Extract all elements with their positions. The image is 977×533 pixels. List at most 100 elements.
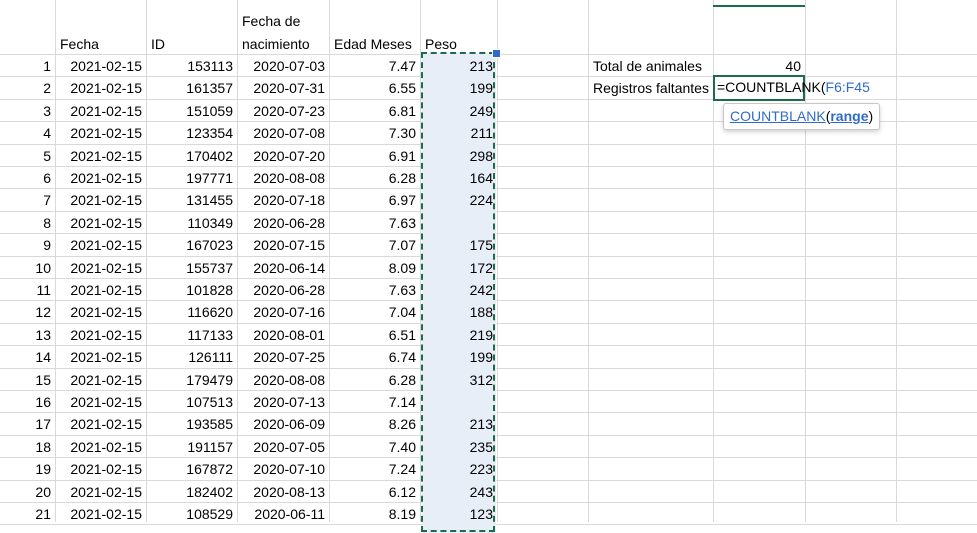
cell-edad-meses[interactable]: 7.40 — [388, 438, 416, 455]
row-number[interactable]: 13 — [35, 326, 51, 343]
cell-peso[interactable]: 242 — [469, 282, 493, 298]
cell-fecha[interactable]: 2021-02-15 — [70, 483, 142, 500]
total-animales-label[interactable]: Total de animales — [593, 58, 702, 74]
cell-edad-meses[interactable]: 6.28 — [388, 170, 416, 186]
row-number[interactable]: 12 — [35, 304, 51, 321]
cell-fecha[interactable]: 2021-02-15 — [70, 237, 142, 254]
cell-nacimiento[interactable]: 2020-07-10 — [253, 461, 325, 478]
cell-edad-meses[interactable]: 6.51 — [388, 326, 416, 343]
cell-edad-meses[interactable]: 6.55 — [388, 80, 416, 97]
cell-edad-meses[interactable]: 6.81 — [388, 102, 416, 119]
cell-peso[interactable]: 213 — [469, 58, 493, 74]
cell-fecha[interactable]: 2021-02-15 — [70, 438, 142, 455]
cell-nacimiento[interactable]: 2020-07-31 — [253, 80, 325, 97]
row-number[interactable]: 6 — [43, 170, 51, 186]
row-number[interactable]: 20 — [35, 483, 51, 500]
row-number[interactable]: 10 — [35, 259, 51, 276]
cell-nacimiento[interactable]: 2020-07-18 — [253, 192, 325, 209]
cell-fecha[interactable]: 2021-02-15 — [70, 349, 142, 366]
cell-peso[interactable]: 188 — [469, 304, 493, 321]
cell-edad-meses[interactable]: 6.74 — [388, 349, 416, 366]
cell-edad-meses[interactable]: 6.12 — [388, 483, 416, 500]
cell-peso[interactable]: 249 — [469, 102, 493, 119]
row-number[interactable]: 4 — [43, 125, 51, 142]
cell-edad-meses[interactable]: 8.09 — [388, 259, 416, 276]
cell-edad-meses[interactable]: 7.04 — [388, 304, 416, 321]
cell-edad-meses[interactable]: 7.30 — [388, 125, 416, 142]
cell-nacimiento[interactable]: 2020-07-16 — [253, 304, 325, 321]
registros-faltantes-label[interactable]: Registros faltantes — [593, 80, 709, 96]
cell-peso[interactable]: 211 — [470, 125, 493, 142]
cell-fecha[interactable]: 2021-02-15 — [70, 192, 142, 209]
cell-id[interactable]: 170402 — [186, 147, 233, 164]
cell-fecha[interactable]: 2021-02-15 — [70, 102, 142, 119]
cell-id[interactable]: 126111 — [188, 349, 233, 366]
cell-nacimiento[interactable]: 2020-07-15 — [253, 237, 325, 254]
cell-nacimiento[interactable]: 2020-07-05 — [253, 438, 325, 455]
row-number[interactable]: 8 — [43, 214, 51, 231]
cell-id[interactable]: 108529 — [186, 506, 233, 522]
cell-id[interactable]: 107513 — [186, 394, 233, 410]
cell-edad-meses[interactable]: 8.26 — [388, 416, 416, 433]
cell-id[interactable]: 101828 — [186, 282, 233, 298]
cell-edad-meses[interactable]: 8.19 — [388, 506, 416, 522]
cell-fecha[interactable]: 2021-02-15 — [70, 80, 142, 97]
row-number[interactable]: 7 — [43, 192, 51, 209]
row-number[interactable]: 1 — [43, 58, 51, 74]
row-number[interactable]: 18 — [35, 438, 51, 455]
cell-fecha[interactable]: 2021-02-15 — [70, 304, 142, 321]
header-nacimiento-line1[interactable]: Fecha de — [242, 13, 301, 29]
cell-id[interactable]: 167872 — [186, 461, 233, 478]
cell-peso[interactable]: 123 — [469, 506, 493, 522]
cell-fecha[interactable]: 2021-02-15 — [70, 461, 142, 478]
row-number[interactable]: 16 — [35, 394, 51, 410]
cell-nacimiento[interactable]: 2020-06-09 — [253, 416, 325, 433]
cell-edad-meses[interactable]: 7.63 — [388, 214, 416, 231]
cell-peso[interactable]: 164 — [469, 170, 493, 186]
cell-edad-meses[interactable]: 6.91 — [388, 147, 416, 164]
cell-nacimiento[interactable]: 2020-07-08 — [253, 125, 325, 142]
cell-id[interactable]: 179479 — [186, 371, 233, 388]
cell-peso[interactable]: 235 — [469, 438, 493, 455]
header-edad-meses[interactable]: Edad Meses — [334, 36, 412, 52]
cell-edad-meses[interactable]: 7.63 — [388, 282, 416, 298]
cell-peso[interactable]: 243 — [469, 483, 493, 500]
cell-fecha[interactable]: 2021-02-15 — [70, 394, 142, 410]
cell-id[interactable]: 197771 — [186, 170, 233, 186]
cell-id[interactable]: 167023 — [186, 237, 233, 254]
cell-peso[interactable]: 213 — [469, 416, 493, 433]
cell-edad-meses[interactable]: 7.47 — [388, 58, 416, 74]
cell-nacimiento[interactable]: 2020-08-01 — [253, 326, 325, 343]
cell-peso[interactable]: 172 — [469, 259, 493, 276]
cell-fecha[interactable]: 2021-02-15 — [70, 282, 142, 298]
cell-nacimiento[interactable]: 2020-06-11 — [254, 506, 325, 522]
cell-fecha[interactable]: 2021-02-15 — [70, 326, 142, 343]
total-animales-value[interactable]: 40 — [785, 58, 801, 74]
cell-peso[interactable]: 298 — [469, 147, 493, 164]
cell-peso[interactable]: 224 — [469, 192, 493, 209]
cell-id[interactable]: 116620 — [187, 304, 233, 321]
cell-nacimiento[interactable]: 2020-07-25 — [253, 349, 325, 366]
cell-fecha[interactable]: 2021-02-15 — [70, 125, 142, 142]
cell-nacimiento[interactable]: 2020-06-28 — [253, 214, 325, 231]
cell-peso[interactable]: 199 — [469, 80, 493, 97]
cell-id[interactable]: 153113 — [187, 58, 233, 74]
cell-peso[interactable]: 199 — [469, 349, 493, 366]
formula-edit-cell[interactable]: =COUNTBLANK(F6:F45 — [713, 75, 870, 101]
cell-nacimiento[interactable]: 2020-06-14 — [253, 259, 325, 276]
cell-id[interactable]: 131455 — [186, 192, 233, 209]
cell-fecha[interactable]: 2021-02-15 — [70, 58, 142, 74]
cell-id[interactable]: 151059 — [186, 102, 233, 119]
selection-handle[interactable] — [492, 49, 501, 58]
row-number[interactable]: 19 — [35, 461, 51, 478]
cell-edad-meses[interactable]: 6.97 — [388, 192, 416, 209]
cell-edad-meses[interactable]: 7.24 — [388, 461, 416, 478]
cell-id[interactable]: 182402 — [186, 483, 233, 500]
row-number[interactable]: 9 — [43, 237, 51, 254]
row-number[interactable]: 15 — [35, 371, 51, 388]
cell-fecha[interactable]: 2021-02-15 — [70, 214, 142, 231]
cell-nacimiento[interactable]: 2020-07-20 — [253, 147, 325, 164]
cell-peso[interactable]: 175 — [469, 237, 493, 254]
row-number[interactable]: 11 — [36, 282, 51, 298]
row-number[interactable]: 2 — [43, 80, 51, 97]
